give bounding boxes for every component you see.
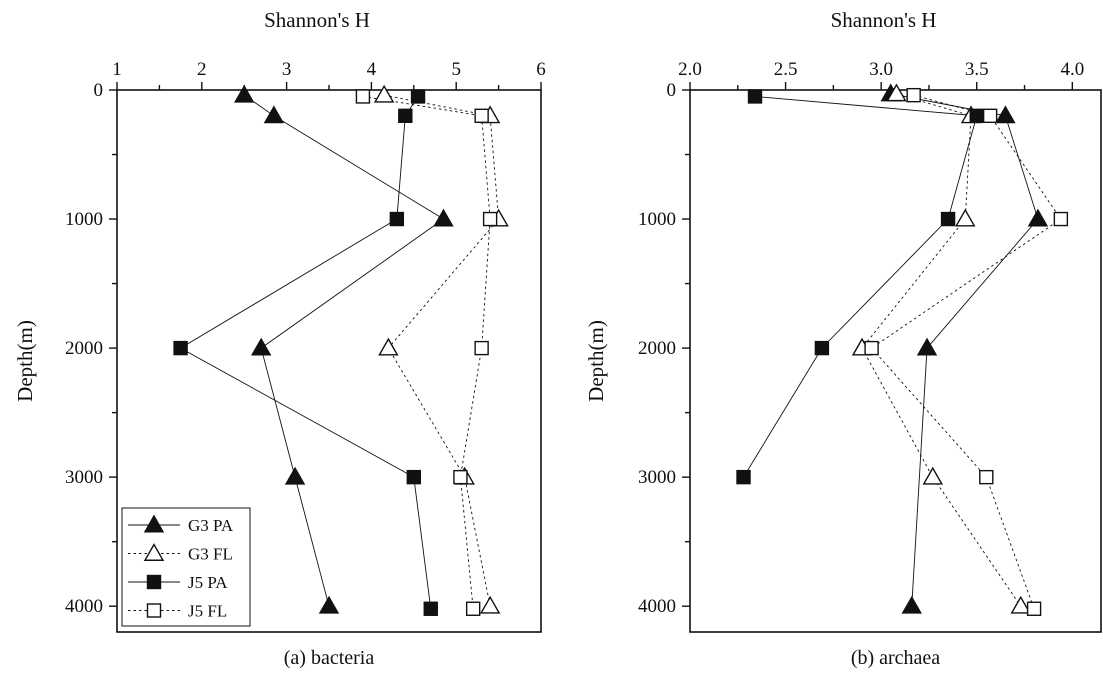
data-point-j5-pa <box>736 469 751 485</box>
data-point-j5-pa <box>398 108 413 124</box>
data-point-g3-pa <box>250 337 272 356</box>
data-point-g3-fl <box>922 466 943 485</box>
chart-panel-1: 1 2 3 4 5 6 0 1000 2000 3000 4000 Shannon's H Depth(… <box>13 8 546 669</box>
data-point-j5-fl <box>1053 211 1069 227</box>
y-tick-label: 4000 <box>65 596 103 617</box>
data-point-g3-fl <box>886 83 907 102</box>
data-point-j5-pa <box>389 211 405 227</box>
x-tick-label: 2 <box>197 59 207 80</box>
data-point-j5-pa <box>814 340 830 356</box>
series-line-j5-fl <box>362 96 491 609</box>
series-line-g3-pa <box>243 94 445 607</box>
series-line-g3-pa <box>890 93 1039 607</box>
x-tick-label: 3.0 <box>869 59 893 80</box>
legend-box <box>121 507 251 627</box>
legend-label: G3 PA <box>188 516 234 535</box>
x-tick-label: 3 <box>282 59 292 80</box>
data-point-j5-fl <box>453 469 468 485</box>
data-point-g3-pa <box>433 208 454 227</box>
data-point-g3-pa <box>901 595 922 614</box>
data-point-j5-pa <box>423 601 438 616</box>
legend-marker <box>143 514 165 533</box>
y-tick-label: 3000 <box>65 467 103 488</box>
y-tick-label: 0 <box>667 80 677 101</box>
data-point-j5-pa <box>969 108 984 124</box>
data-point-j5-fl <box>474 108 489 124</box>
series-line-g3-fl <box>384 94 500 607</box>
legend-marker <box>146 603 162 618</box>
y-tick-label: 2000 <box>65 338 103 359</box>
data-point-j5-fl <box>482 211 498 227</box>
x-tick-label: 3.5 <box>965 59 989 80</box>
legend-label: G3 FL <box>188 545 233 564</box>
data-point-g3-fl <box>1010 595 1031 614</box>
series-line-j5-fl <box>870 94 1062 609</box>
x-tick-label: 6 <box>536 59 546 80</box>
y-tick-label: 4000 <box>638 596 676 617</box>
legend-marker <box>146 574 162 590</box>
data-point-g3-pa <box>995 105 1016 124</box>
chart-panel-2: 2.0 2.5 3.0 3.5 4.0 0 1000 2000 3000 4000 Shannon'… <box>584 8 1102 669</box>
data-point-g3-fl <box>479 595 501 614</box>
data-point-j5-fl <box>1026 601 1042 616</box>
data-point-j5-fl <box>474 340 489 356</box>
plot-frame <box>689 89 1102 633</box>
x-tick-label: 2.0 <box>678 59 702 80</box>
data-point-j5-fl <box>982 108 998 124</box>
legend-marker <box>143 543 165 561</box>
x-tick-label: 1 <box>112 59 122 80</box>
data-point-g3-pa <box>916 337 938 356</box>
x-tick-label: 4 <box>367 59 377 80</box>
x-tick-label: 2.5 <box>774 59 798 80</box>
legend-label: J5 FL <box>188 602 227 621</box>
data-point-j5-fl <box>906 87 921 103</box>
x-tick-label: 4.0 <box>1060 59 1084 80</box>
data-point-g3-pa <box>284 466 306 485</box>
data-point-j5-pa <box>747 89 763 104</box>
x-tick-label: 5 <box>451 59 461 80</box>
data-point-g3-fl <box>378 337 399 356</box>
data-point-j5-fl <box>355 89 371 104</box>
data-point-g3-pa <box>318 595 340 614</box>
x-axis-title: Shannon's H <box>264 8 370 32</box>
y-axis-title: Depth(m) <box>13 320 37 402</box>
y-tick-label: 1000 <box>638 209 676 230</box>
data-point-j5-pa <box>406 469 421 485</box>
data-point-j5-fl <box>465 601 481 616</box>
data-point-j5-pa <box>173 340 188 356</box>
y-tick-label: 1000 <box>65 209 103 230</box>
data-point-j5-pa <box>410 89 426 104</box>
series-line-g3-fl <box>861 93 1022 607</box>
series-line-j5-pa <box>743 96 978 478</box>
y-axis-title: Depth(m) <box>584 320 608 402</box>
panel-caption: (a) bacteria <box>284 647 375 669</box>
x-axis-title: Shannon's H <box>831 8 937 32</box>
y-tick-label: 2000 <box>638 338 676 359</box>
y-tick-label: 3000 <box>638 467 676 488</box>
legend-label: J5 PA <box>188 573 228 592</box>
data-point-g3-fl <box>373 84 395 103</box>
data-point-g3-pa <box>233 84 255 103</box>
data-point-j5-pa <box>940 211 956 227</box>
data-point-g3-pa <box>263 105 285 124</box>
y-tick-label: 0 <box>94 80 104 101</box>
data-point-j5-fl <box>979 469 994 485</box>
data-point-j5-fl <box>864 340 879 356</box>
data-point-g3-pa <box>1027 208 1049 227</box>
data-point-g3-fl <box>955 208 976 227</box>
panel-caption: (b) archaea <box>851 647 940 669</box>
